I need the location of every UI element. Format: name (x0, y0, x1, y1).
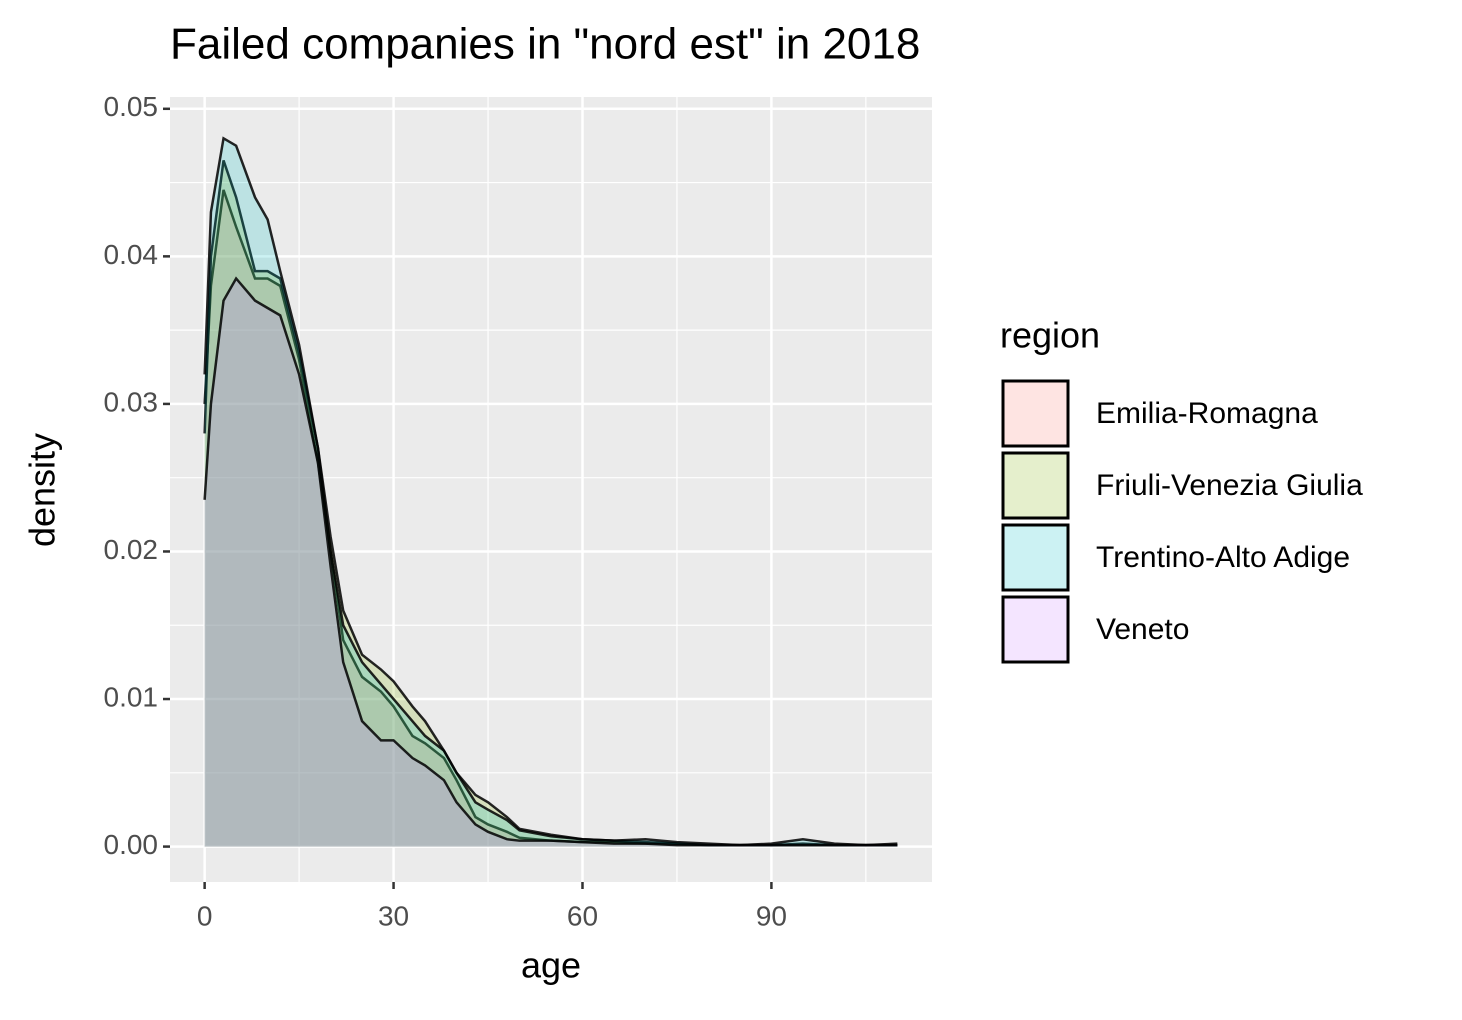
legend-label: Emilia-Romagna (1096, 397, 1318, 430)
legend-title: region (1000, 315, 1100, 356)
density-area (204, 138, 898, 847)
legend-key (1001, 595, 1070, 664)
legend-label: Friuli-Venezia Giulia (1096, 469, 1363, 502)
legend-label: Trentino-Alto Adige (1096, 541, 1350, 574)
x-tick-label: 30 (378, 900, 409, 931)
y-tick-label: 0.02 (104, 534, 159, 565)
x-tick-label: 90 (756, 900, 787, 931)
legend-key (1001, 451, 1070, 520)
legend-label: Veneto (1096, 613, 1189, 646)
y-tick-label: 0.03 (104, 386, 159, 417)
y-tick-label: 0.05 (104, 91, 159, 122)
density-area (204, 278, 898, 847)
legend-key (1001, 523, 1070, 592)
y-tick-label: 0.00 (104, 829, 159, 860)
density-line (203, 276, 898, 847)
y-axis-label: density (22, 433, 63, 547)
density-area (204, 160, 898, 847)
x-tick-label: 60 (567, 900, 598, 931)
legend-key (1001, 379, 1070, 448)
density-area (204, 189, 898, 847)
y-tick-label: 0.01 (104, 681, 159, 712)
x-axis-label: age (521, 945, 581, 986)
y-tick-label: 0.04 (104, 239, 159, 270)
x-tick-label: 0 (197, 900, 213, 931)
chart-title: Failed companies in "nord est" in 2018 (170, 20, 920, 69)
plot-panel (170, 97, 932, 882)
